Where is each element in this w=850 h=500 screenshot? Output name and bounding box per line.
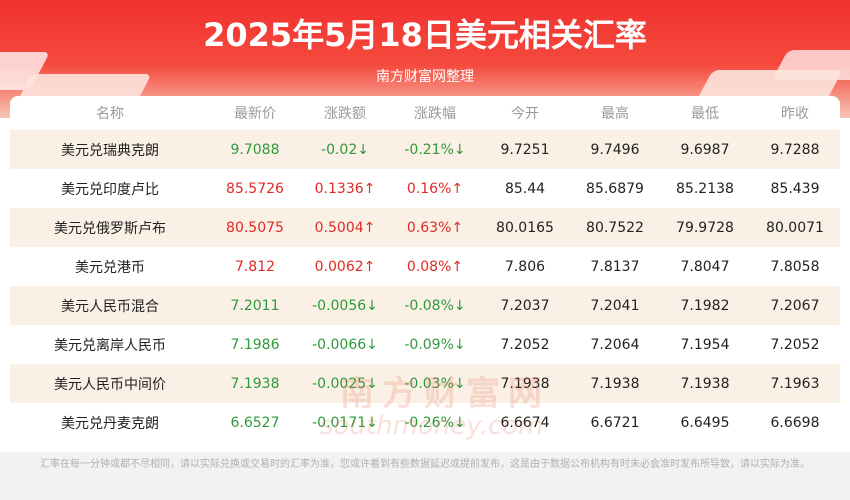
cell-prev-close: 80.0071 [750,208,840,247]
cell-latest: 6.6527 [230,414,280,431]
cell-latest: 85.5726 [226,180,284,197]
cell-low: 85.2138 [676,180,734,197]
cell-low: 9.6987 [660,130,750,169]
table-row: 美元兑瑞典克朗 9.7088 -0.02↓ -0.21%↓ 9.7251 9.7496 9.… [10,130,840,169]
cell-prev-close: 7.8058 [770,258,820,275]
cell-high: 80.7522 [570,208,660,247]
cell-open: 9.7251 [480,130,570,169]
cell-high: 7.2064 [590,336,640,353]
cell-prev-close: 9.7288 [750,130,840,169]
table-row: 美元人民币混合 7.2011 -0.0056↓ -0.08%↓ 7.2037 7.2041… [10,286,840,325]
cell-open: 6.6674 [500,414,550,431]
column-header-name: 名称 [96,106,124,122]
cell-open: 7.1938 [480,364,570,403]
cell-latest: 9.7088 [210,130,300,169]
cell-change-pct: 0.08%↑ [406,258,464,275]
cell-name: 美元兑俄罗斯卢布 [10,208,210,247]
cell-high: 85.6879 [586,180,644,197]
cell-change: 0.1336↑ [314,180,376,197]
cell-change: -0.0056↓ [300,286,390,325]
cell-name: 美元兑丹麦克朗 [61,415,159,432]
cell-open: 7.806 [504,258,546,275]
cell-open: 7.2037 [480,286,570,325]
cell-change-pct: 0.63%↑ [390,208,480,247]
table-row: 美元人民币中间价 7.1938 -0.0025↓ -0.03%↓ 7.1938 7.193… [10,364,840,403]
column-header-change: 涨跌额 [324,106,366,122]
disclaimer-text: 汇率在每一分钟或都不尽相同，请以实际兑换或交易时的汇率为准，您或许看到有些数据延… [40,459,810,470]
cell-change-pct: -0.09%↓ [404,336,466,353]
cell-prev-close: 6.6698 [770,414,820,431]
cell-prev-close: 7.2052 [770,336,820,353]
cell-low: 7.1982 [660,286,750,325]
footer: 汇率在每一分钟或都不尽相同，请以实际兑换或交易时的汇率为准，您或许看到有些数据延… [0,452,850,500]
cell-latest: 80.5075 [210,208,300,247]
cell-latest: 7.1938 [210,364,300,403]
cell-change-pct: 0.16%↑ [406,180,464,197]
cell-high: 9.7496 [570,130,660,169]
cell-latest: 7.2011 [210,286,300,325]
cell-high: 6.6721 [590,414,640,431]
cell-prev-close: 85.439 [770,180,820,197]
table-row: 美元兑港币 7.812 0.0062↑ 0.08%↑ 7.806 7.8137 7.8047… [10,247,840,286]
cell-open: 85.44 [504,180,546,197]
cell-prev-close: 7.1963 [750,364,840,403]
cell-change-pct: -0.03%↓ [390,364,480,403]
table-header-row: 名称 最新价 涨跌额 涨跌幅 今开 最高 最低 昨收 [10,96,840,130]
cell-low: 7.1938 [660,364,750,403]
cell-low: 79.9728 [660,208,750,247]
column-header-prev-close: 昨收 [781,106,809,122]
table-body: 美元兑瑞典克朗 9.7088 -0.02↓ -0.21%↓ 9.7251 9.7496 9.… [10,130,840,442]
page-subtitle: 南方财富网整理 [376,69,474,85]
cell-name: 美元人民币中间价 [10,364,210,403]
cell-change: -0.0171↓ [312,414,378,431]
table-row: 美元兑丹麦克朗 6.6527 -0.0171↓ -0.26%↓ 6.6674 6.6721… [10,403,840,442]
cell-prev-close: 7.2067 [750,286,840,325]
cell-low: 7.1954 [680,336,730,353]
cell-name: 美元兑瑞典克朗 [10,130,210,169]
column-header-change-pct: 涨跌幅 [414,106,456,122]
cell-name: 美元兑印度卢比 [61,181,159,198]
table-row: 美元兑离岸人民币 7.1986 -0.0066↓ -0.09%↓ 7.2052 7.206… [10,325,840,364]
cell-change: -0.0066↓ [312,336,378,353]
cell-name: 美元兑港币 [75,259,145,276]
cell-name: 美元兑离岸人民币 [54,337,166,354]
page-title: 2025年5月18日美元相关汇率 [203,16,647,54]
rates-panel: 名称 最新价 涨跌额 涨跌幅 今开 最高 最低 昨收 美元兑瑞典克朗 9.7088… [10,96,840,448]
cell-low: 6.6495 [680,414,730,431]
cell-low: 7.8047 [680,258,730,275]
cell-high: 7.8137 [590,258,640,275]
column-header-open: 今开 [511,106,539,122]
rates-table: 名称 最新价 涨跌额 涨跌幅 今开 最高 最低 昨收 美元兑瑞典克朗 9.7088… [10,96,840,442]
column-header-low: 最低 [691,106,719,122]
cell-open: 80.0165 [480,208,570,247]
cell-latest: 7.812 [234,258,276,275]
cell-change: 0.0062↑ [314,258,376,275]
cell-latest: 7.1986 [230,336,280,353]
cell-change: 0.5004↑ [300,208,390,247]
cell-name: 美元人民币混合 [10,286,210,325]
column-header-high: 最高 [601,106,629,122]
cell-change-pct: -0.08%↓ [390,286,480,325]
cell-change-pct: -0.21%↓ [390,130,480,169]
cell-high: 7.1938 [570,364,660,403]
cell-high: 7.2041 [570,286,660,325]
cell-change: -0.02↓ [300,130,390,169]
table-row: 美元兑印度卢比 85.5726 0.1336↑ 0.16%↑ 85.44 85.6879 8… [10,169,840,208]
cell-open: 7.2052 [500,336,550,353]
table-row: 美元兑俄罗斯卢布 80.5075 0.5004↑ 0.63%↑ 80.0165 80.75… [10,208,840,247]
cell-change-pct: -0.26%↓ [404,414,466,431]
cell-change: -0.0025↓ [300,364,390,403]
column-header-latest: 最新价 [234,106,276,122]
